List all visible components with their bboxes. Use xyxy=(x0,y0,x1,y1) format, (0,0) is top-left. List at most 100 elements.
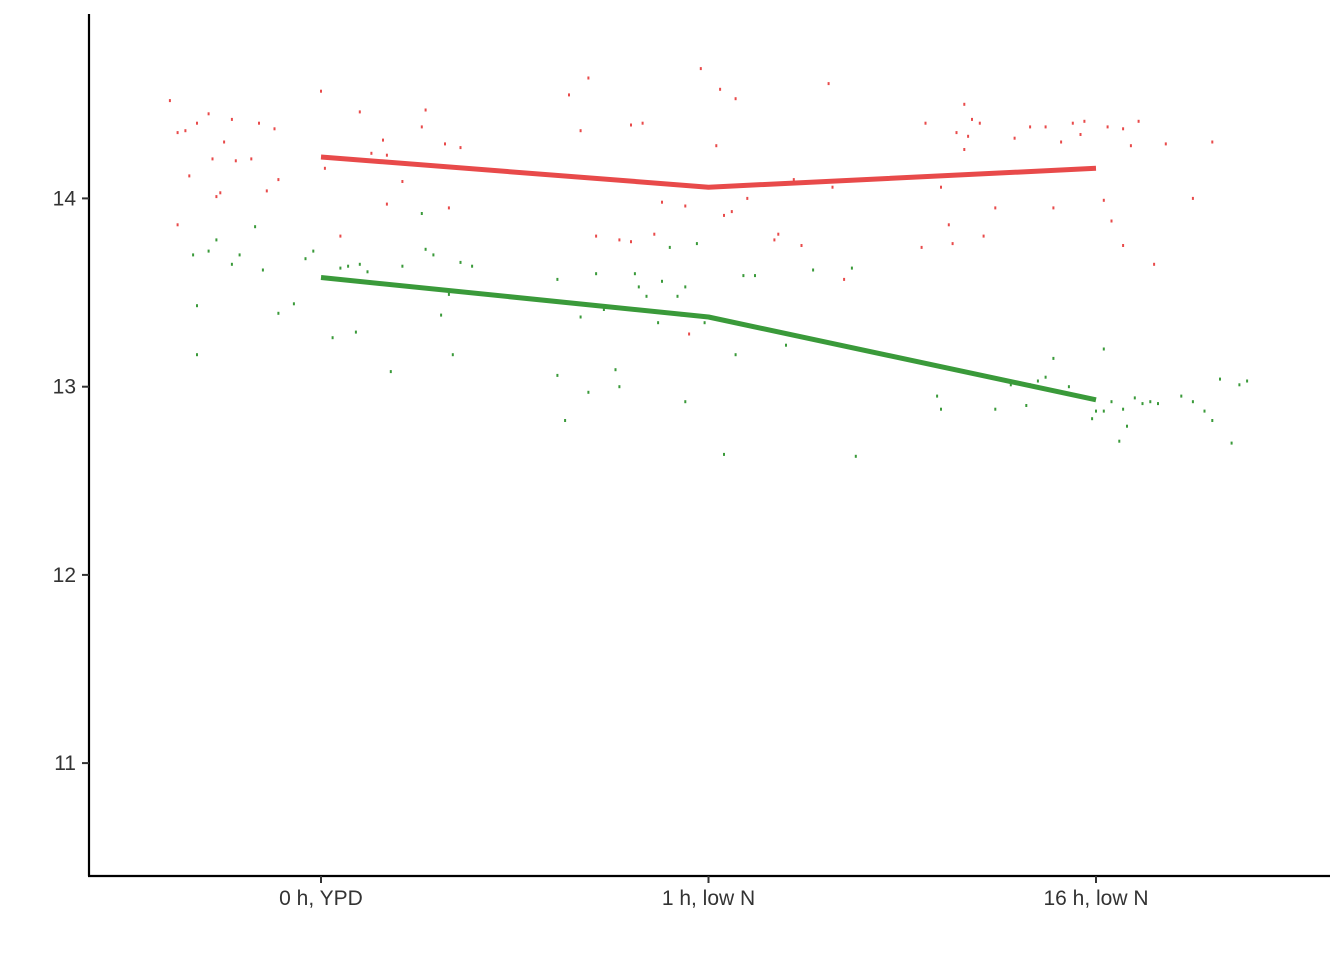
data-point-series-0-26 xyxy=(420,125,423,129)
data-point-series-1-40 xyxy=(645,294,648,298)
data-point-series-1-26 xyxy=(451,353,454,357)
data-point-series-0-32 xyxy=(568,93,570,97)
data-point-series-1-84 xyxy=(1246,379,1249,383)
data-point-series-0-21 xyxy=(358,110,361,114)
data-point-series-1-14 xyxy=(339,266,342,270)
data-point-series-0-80 xyxy=(1137,119,1140,123)
data-point-series-1-1 xyxy=(196,304,198,308)
data-point-series-1-10 xyxy=(292,302,295,306)
data-point-series-1-80 xyxy=(1211,419,1214,422)
data-point-series-1-20 xyxy=(401,264,404,268)
data-point-series-0-86 xyxy=(982,234,985,238)
data-point-series-0-67 xyxy=(978,121,981,125)
data-point-series-0-15 xyxy=(176,223,179,227)
data-point-series-0-9 xyxy=(234,159,237,163)
data-point-series-1-5 xyxy=(230,262,233,266)
data-point-series-0-5 xyxy=(207,112,210,116)
data-point-series-0-49 xyxy=(773,238,776,242)
data-point-series-1-2 xyxy=(196,353,198,357)
data-point-series-0-12 xyxy=(265,189,268,193)
data-point-series-0-62 xyxy=(955,131,958,135)
data-point-series-1-13 xyxy=(331,336,334,340)
data-point-series-0-66 xyxy=(971,117,973,121)
data-point-series-1-50 xyxy=(742,274,745,278)
data-point-series-1-64 xyxy=(1036,379,1039,383)
data-point-series-0-30 xyxy=(447,206,450,210)
data-point-series-1-29 xyxy=(556,373,559,377)
data-point-series-1-74 xyxy=(1133,396,1136,400)
data-point-series-1-30 xyxy=(556,277,559,281)
data-point-series-0-28 xyxy=(444,142,446,146)
data-point-series-1-25 xyxy=(447,292,450,296)
data-point-series-1-41 xyxy=(657,321,660,325)
data-point-series-1-15 xyxy=(347,264,350,268)
y-tick-label: 12 xyxy=(53,564,76,587)
data-point-series-0-69 xyxy=(1013,136,1016,140)
data-point-series-1-11 xyxy=(304,257,307,261)
data-point-series-0-11 xyxy=(258,121,260,125)
data-point-series-0-0 xyxy=(168,99,171,103)
data-point-series-1-31 xyxy=(564,419,567,422)
data-point-series-0-61 xyxy=(951,242,954,246)
data-point-series-1-61 xyxy=(1009,383,1012,387)
data-point-series-1-7 xyxy=(254,225,257,229)
data-point-series-0-52 xyxy=(827,82,830,86)
data-point-series-0-77 xyxy=(1106,125,1109,129)
data-point-series-1-4 xyxy=(215,238,218,242)
data-point-series-0-46 xyxy=(723,213,725,217)
data-point-series-0-71 xyxy=(1044,125,1047,129)
data-point-series-1-55 xyxy=(854,454,857,458)
data-point-series-1-42 xyxy=(661,279,663,283)
data-point-series-1-75 xyxy=(1141,402,1144,406)
data-point-series-1-53 xyxy=(812,268,815,272)
data-point-series-1-3 xyxy=(207,249,210,253)
data-point-series-0-53 xyxy=(831,185,834,189)
data-point-series-1-21 xyxy=(420,212,423,215)
data-point-series-1-67 xyxy=(1067,385,1070,389)
data-point-series-1-23 xyxy=(432,253,435,257)
data-point-series-0-81 xyxy=(1153,262,1156,266)
data-point-series-1-6 xyxy=(238,253,241,257)
x-tick-label: 1 h, low N xyxy=(662,887,755,910)
data-point-series-1-54 xyxy=(850,266,853,270)
data-point-series-0-79 xyxy=(1129,144,1132,148)
data-point-series-0-41 xyxy=(684,204,687,208)
data-point-series-1-17 xyxy=(358,262,361,266)
data-point-series-1-59 xyxy=(940,407,942,411)
data-point-series-1-82 xyxy=(1230,441,1233,445)
y-axis-ticks: 11 12 13 14 xyxy=(53,187,89,775)
data-point-series-0-70 xyxy=(1029,125,1032,129)
data-point-series-1-32 xyxy=(579,315,582,319)
data-point-series-0-33 xyxy=(587,76,590,80)
data-point-series-1-34 xyxy=(595,272,598,276)
data-point-series-1-77 xyxy=(1157,402,1159,406)
y-tick-label: 14 xyxy=(53,187,77,210)
data-point-series-0-2 xyxy=(184,129,187,133)
data-point-series-0-54 xyxy=(843,277,846,281)
data-point-series-1-18 xyxy=(366,270,369,274)
y-tick-label: 13 xyxy=(53,376,76,399)
data-point-series-0-37 xyxy=(630,123,632,127)
x-tick-label: 16 h, low N xyxy=(1043,887,1148,910)
data-point-series-0-34 xyxy=(595,234,598,238)
series-line-0 xyxy=(320,154,1097,190)
data-point-series-0-18 xyxy=(320,89,322,93)
data-point-series-1-8 xyxy=(261,268,264,272)
data-point-series-0-17 xyxy=(219,191,222,195)
data-point-series-0-51 xyxy=(800,244,803,247)
data-point-series-0-13 xyxy=(273,127,276,131)
data-point-series-1-56 xyxy=(723,452,725,456)
data-point-series-1-58 xyxy=(936,394,939,398)
data-point-series-0-87 xyxy=(1110,219,1113,223)
data-point-series-0-22 xyxy=(370,151,373,155)
data-point-series-0-72 xyxy=(1052,206,1055,210)
data-point-series-0-19 xyxy=(323,166,326,170)
data-point-series-0-35 xyxy=(618,238,621,242)
data-point-series-1-22 xyxy=(424,247,427,251)
data-point-series-0-84 xyxy=(1122,244,1125,247)
data-point-series-1-16 xyxy=(354,330,357,334)
data-point-series-1-35 xyxy=(602,308,605,311)
data-point-series-0-68 xyxy=(994,206,997,210)
data-point-series-1-87 xyxy=(1191,400,1194,404)
